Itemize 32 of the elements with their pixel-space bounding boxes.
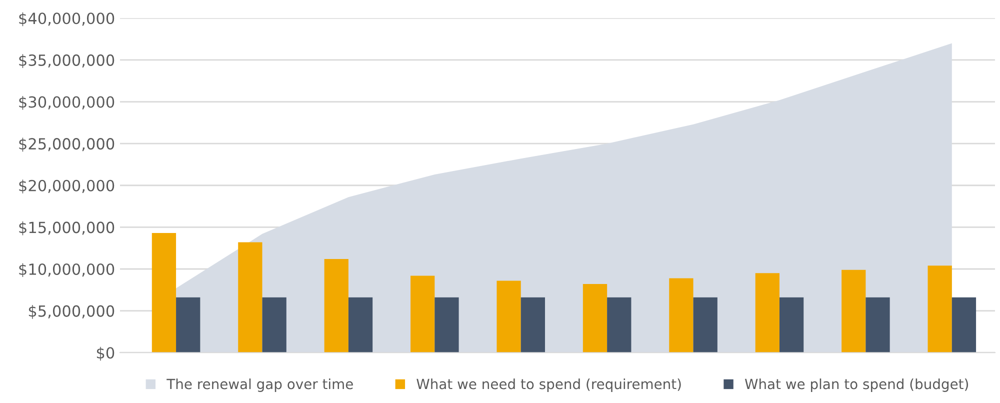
bar bbox=[866, 297, 890, 353]
bar bbox=[152, 233, 176, 353]
bar bbox=[842, 270, 866, 353]
bar bbox=[755, 273, 780, 353]
legend-label: What we need to spend (requirement) bbox=[416, 378, 681, 392]
bar bbox=[693, 297, 718, 353]
y-tick-label: $0 bbox=[96, 346, 114, 361]
y-tick-label: $10,000,000 bbox=[19, 263, 114, 278]
bar bbox=[496, 280, 521, 353]
bar bbox=[928, 266, 952, 353]
y-tick-label: $35,000,000 bbox=[19, 54, 114, 68]
bar bbox=[669, 278, 694, 353]
bar bbox=[520, 297, 545, 353]
bar bbox=[779, 297, 804, 353]
y-tick-label: $5,000,000 bbox=[28, 305, 114, 319]
y-tick-label: $40,000,000 bbox=[19, 12, 114, 26]
bar bbox=[410, 276, 435, 353]
y-tick-label: $25,000,000 bbox=[19, 138, 114, 152]
y-tick-label: $30,000,000 bbox=[19, 96, 114, 110]
bar bbox=[238, 242, 262, 353]
bar bbox=[582, 284, 608, 353]
bar bbox=[434, 297, 459, 353]
legend-label: The renewal gap over time bbox=[166, 378, 353, 392]
legend-label: What we plan to spend (budget) bbox=[744, 378, 968, 392]
bar bbox=[262, 297, 286, 353]
y-tick-label: $15,000,000 bbox=[19, 221, 114, 236]
bar bbox=[607, 297, 632, 353]
bar bbox=[324, 258, 348, 353]
bar bbox=[952, 297, 976, 353]
bar bbox=[176, 297, 200, 353]
y-tick-label: $20,000,000 bbox=[19, 180, 114, 194]
bar bbox=[348, 297, 373, 353]
